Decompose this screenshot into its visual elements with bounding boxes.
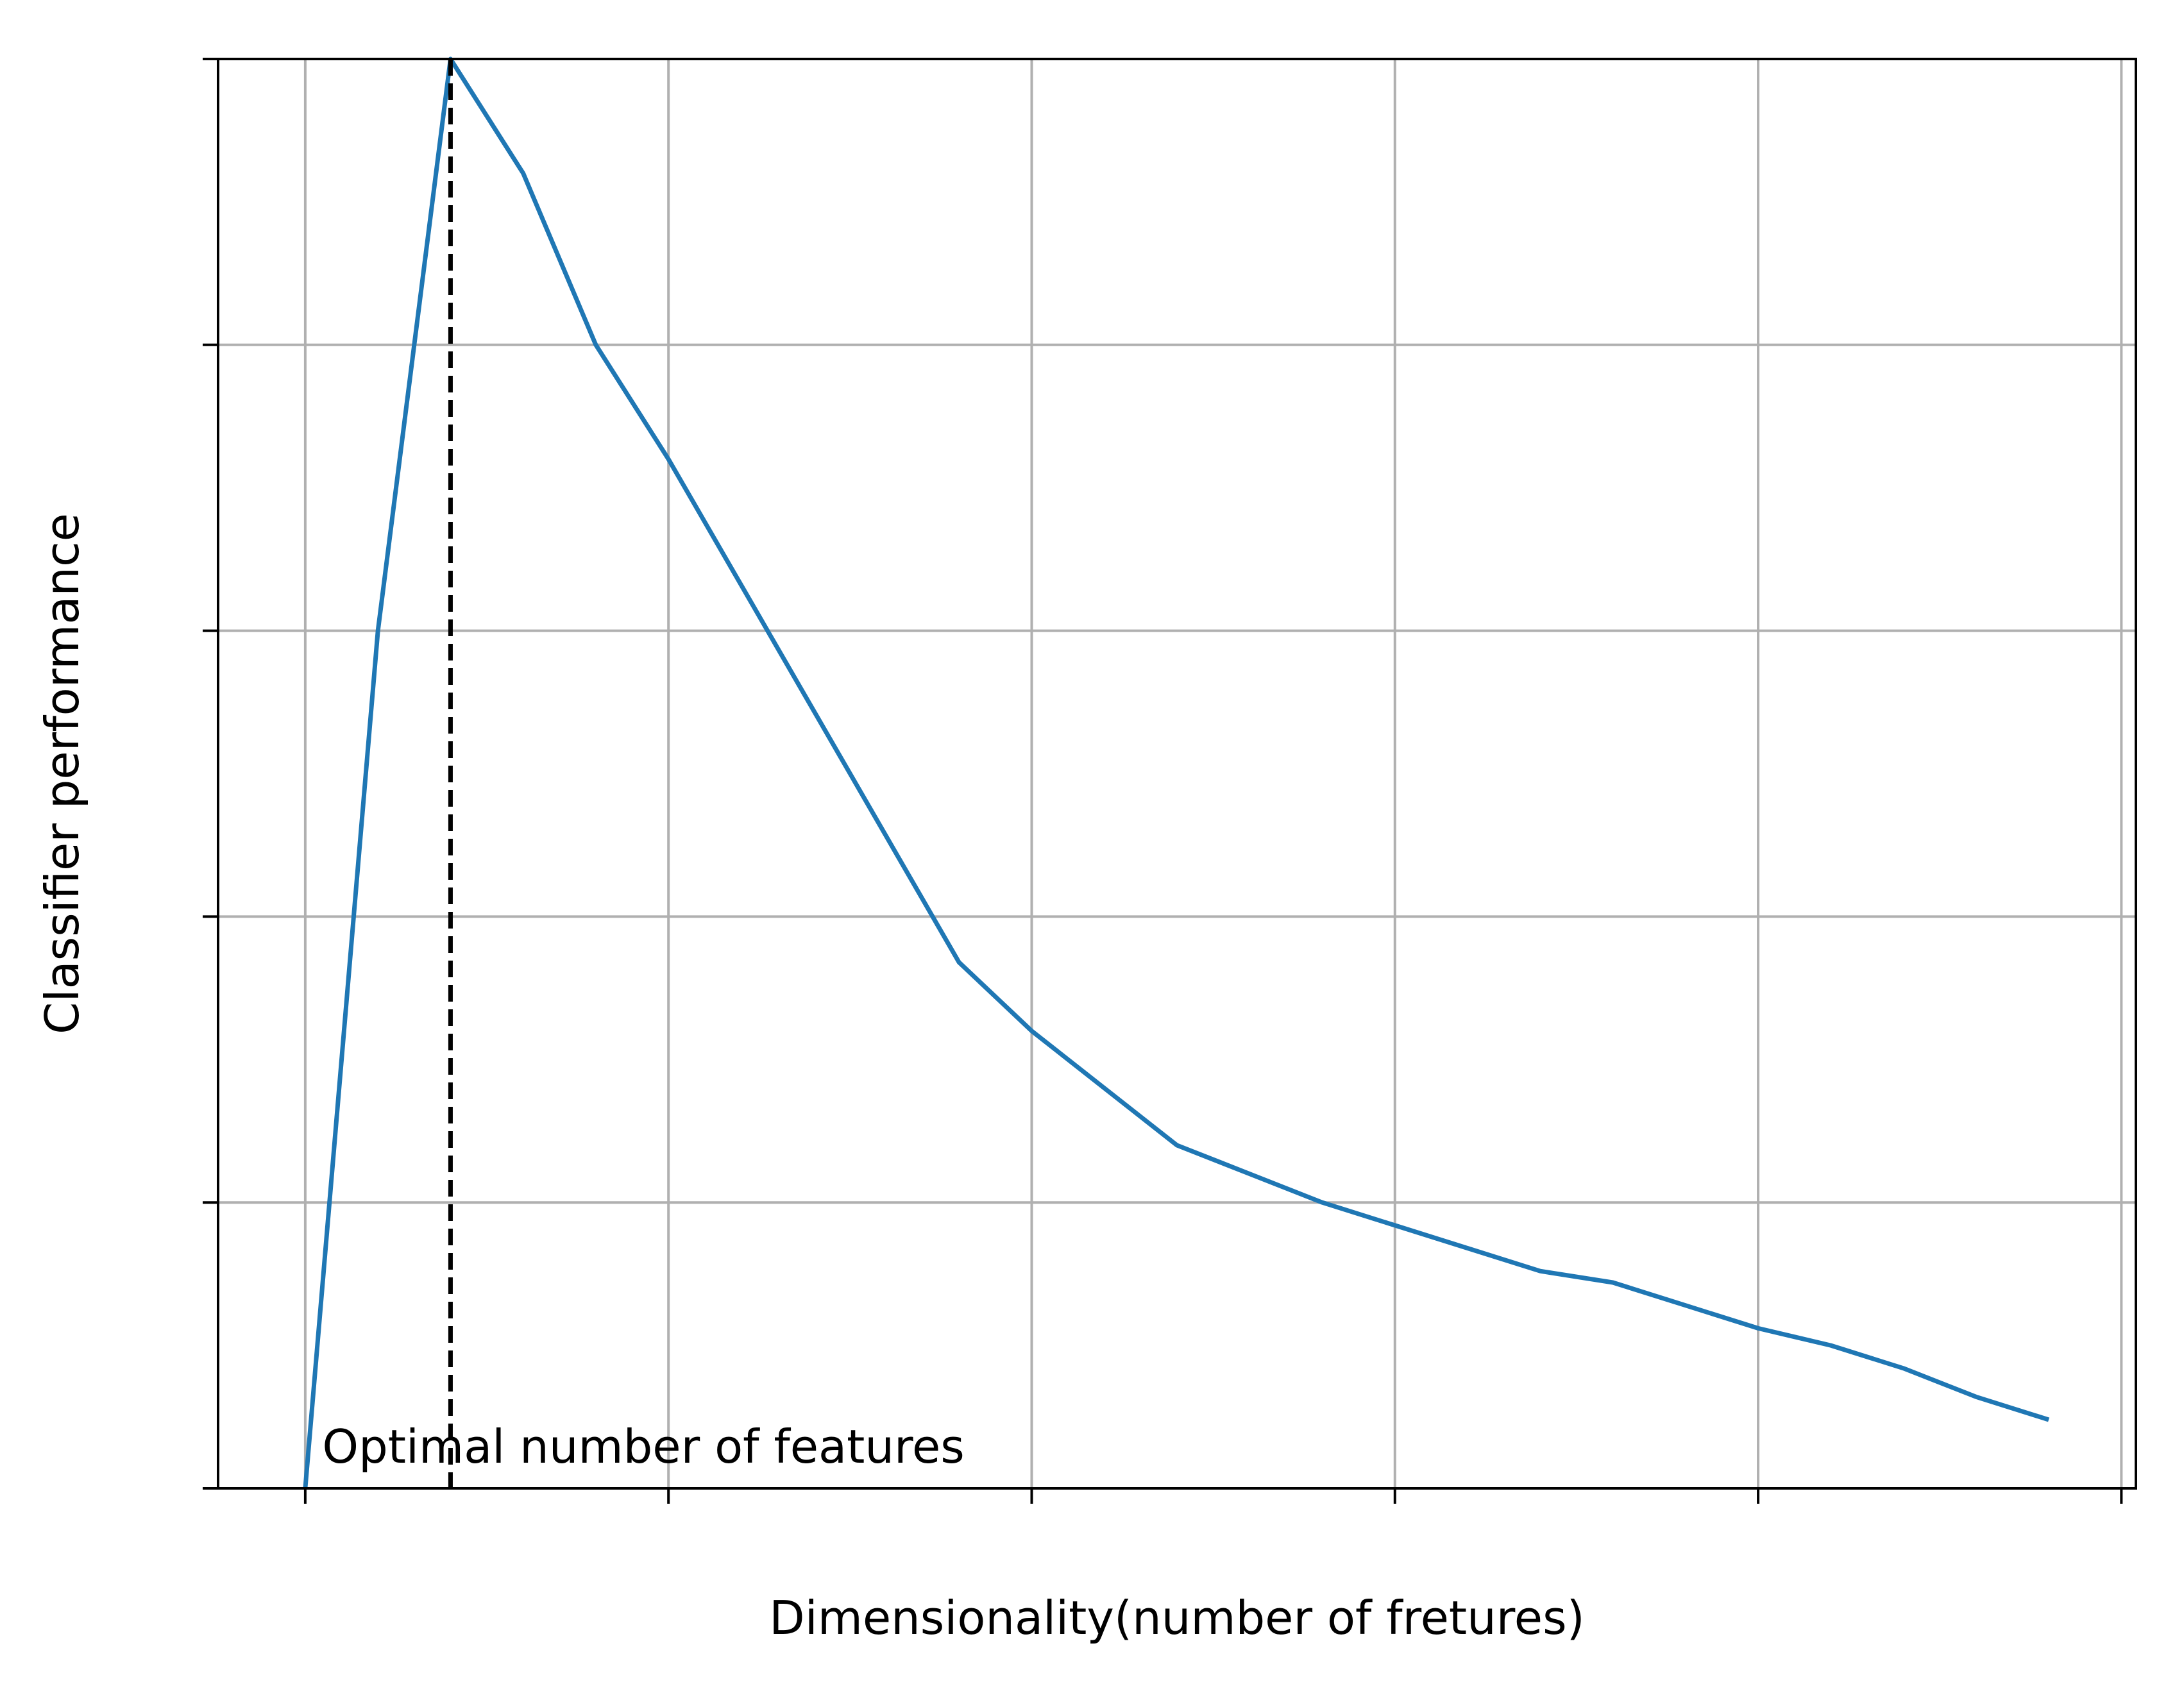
data-point-9 [959,962,960,963]
plot-frame [217,58,2137,1490]
optimal-features-annotation: Optimal number of features [322,1420,964,1474]
data-point-13 [1249,1173,1250,1174]
data-point-10 [1031,1030,1032,1031]
series-line-0 [303,56,2050,1489]
data-point-14 [1322,1202,1323,1203]
data-point-12 [1177,1145,1178,1146]
axes-frame [217,58,2137,1490]
data-point-19 [1685,1305,1686,1306]
y-axis-label: Classifier performance [35,513,89,1034]
data-point-20 [1758,1328,1759,1329]
grid-lines [218,58,2136,1490]
series-layer [303,56,2050,1489]
data-point-17 [1540,1271,1541,1272]
axis-ticks [203,58,2123,1504]
x-axis-label: Dimensionality(number of fretures) [769,1591,1584,1645]
data-point-4 [595,344,596,345]
data-point-5 [668,459,669,460]
